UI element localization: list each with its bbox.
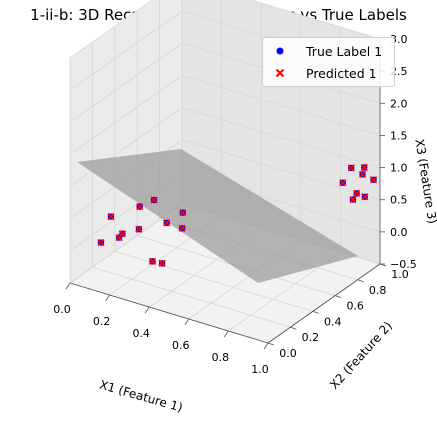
predicted-point <box>358 170 367 178</box>
z-tick-label: 1.5 <box>390 129 408 142</box>
grid-line <box>249 0 381 40</box>
z-tick-label: −0.5 <box>390 258 417 271</box>
predicted-point <box>361 193 369 201</box>
x-axis-label: X1 (Feature 1) <box>98 378 184 415</box>
grid-line <box>181 107 381 168</box>
x-tick-label: 0.0 <box>53 303 71 316</box>
y-tick-label: 0.4 <box>324 315 342 328</box>
legend-label: True Label 1 <box>306 43 383 59</box>
y-tick-label: 0.2 <box>302 331 320 344</box>
grid-line <box>69 75 183 155</box>
legend-label: Predicted 1 <box>306 65 377 81</box>
y-tick-label: 0.0 <box>279 347 297 360</box>
data-points <box>97 163 378 267</box>
predicted-point <box>360 163 368 172</box>
predicted-point <box>178 224 186 232</box>
predicted-point <box>148 257 157 265</box>
grid-line <box>114 251 313 312</box>
predicted-point <box>158 259 166 267</box>
axis-line <box>267 263 381 344</box>
y-tick-mark <box>335 295 342 298</box>
grid-line <box>69 107 183 187</box>
x-tick-label: 0.4 <box>132 327 150 340</box>
z-tick-label: 2.0 <box>390 97 408 110</box>
x-tick-mark <box>263 342 269 350</box>
grid-line <box>69 42 183 123</box>
legend: True Label 1 Predicted 1 <box>262 37 395 87</box>
decision-surface <box>77 149 358 283</box>
z-tick-label: 1.0 <box>390 162 408 175</box>
legend-item-pred: Predicted 1 <box>271 64 377 82</box>
z-tick-label: 0.5 <box>390 194 408 207</box>
x-tick-label: 1.0 <box>251 363 269 376</box>
predicted-point <box>150 196 158 204</box>
predicted-point <box>353 189 361 197</box>
y-tick-mark <box>267 342 275 346</box>
z-tick-label: 0.0 <box>390 226 408 239</box>
predicted-point <box>349 195 357 204</box>
x-tick-label: 0.8 <box>212 351 230 364</box>
x-marker-icon <box>271 66 289 80</box>
predicted-point <box>97 238 105 247</box>
predicted-point <box>347 164 355 172</box>
y-tick-mark <box>312 311 319 314</box>
y-tick-label: 0.6 <box>346 300 364 313</box>
predicted-point <box>135 225 143 233</box>
x-tick-mark <box>224 330 229 338</box>
axis-line <box>69 282 269 344</box>
predicted-point <box>163 219 171 227</box>
x-tick-mark <box>105 294 110 302</box>
grid-line <box>69 10 183 91</box>
y-tick-mark <box>357 279 364 283</box>
y-tick-label: 0.8 <box>369 284 387 297</box>
x-tick-mark <box>65 282 71 290</box>
y-tick-mark <box>290 326 297 330</box>
predicted-point <box>369 176 378 184</box>
y-tick-label: 1.0 <box>391 268 409 281</box>
x-tick-label: 0.2 <box>93 315 111 328</box>
grid-line <box>181 75 381 136</box>
predicted-point <box>339 179 347 187</box>
predicted-point <box>115 233 123 242</box>
circle-marker-icon <box>271 44 289 58</box>
y-axis-label: X2 (Feature 2) <box>327 319 395 392</box>
grid-line <box>92 266 291 328</box>
x-tick-mark <box>184 318 190 326</box>
predicted-point <box>136 203 144 211</box>
surface-plane <box>77 149 358 283</box>
grid-line <box>69 0 153 59</box>
z-axis-label: X3 (Feature 3) <box>412 138 437 225</box>
x-tick-label: 0.6 <box>172 339 190 352</box>
predicted-point <box>107 212 115 221</box>
x-tick-mark <box>144 306 150 314</box>
grid-line <box>181 139 381 201</box>
legend-item-true: True Label 1 <box>271 42 382 60</box>
tick-labels: 0.00.20.40.60.81.00.00.20.40.60.81.0−0.5… <box>53 33 416 376</box>
predicted-point <box>179 208 187 217</box>
